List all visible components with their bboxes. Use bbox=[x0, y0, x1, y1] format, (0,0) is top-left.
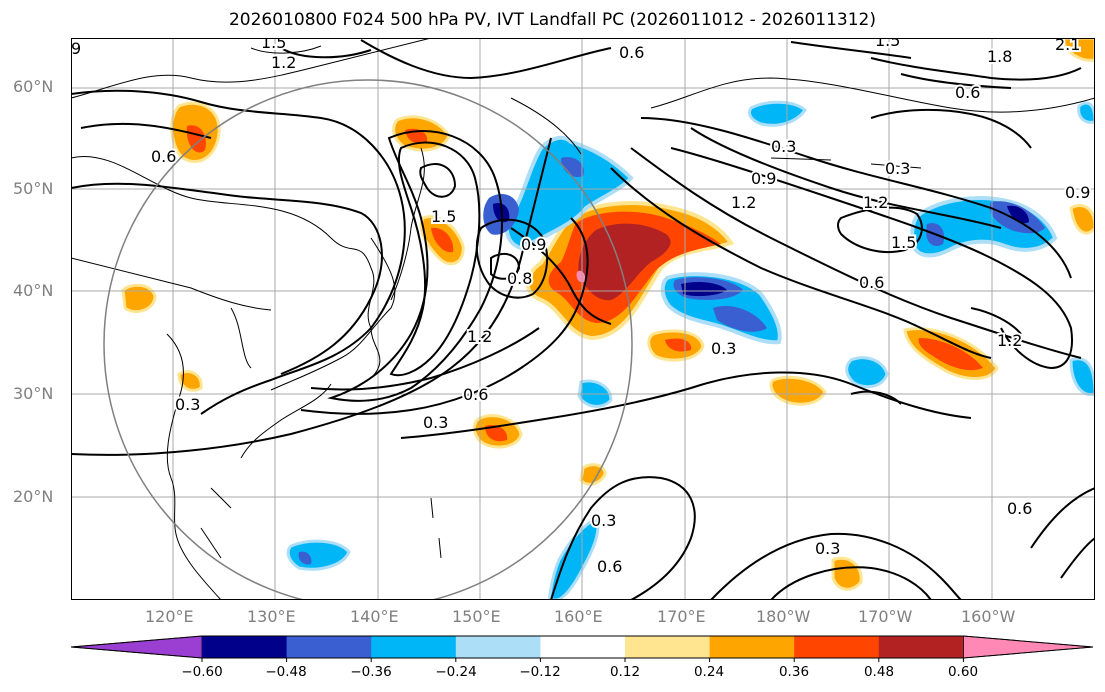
contour-label: 0.6 bbox=[151, 147, 176, 166]
colorbar-label: −0.60 bbox=[181, 664, 223, 680]
colorbar-segment bbox=[202, 636, 288, 658]
lat-label: 20°N bbox=[13, 487, 54, 506]
contour-label: 0.9 bbox=[1065, 183, 1090, 202]
shade-blob bbox=[576, 270, 586, 283]
shade-blob bbox=[547, 515, 600, 600]
shade-blob bbox=[578, 223, 671, 301]
lon-label: 140°E bbox=[350, 607, 399, 626]
colorbar-segment bbox=[625, 636, 711, 658]
shade-blob bbox=[561, 157, 584, 178]
pv-contours bbox=[71, 39, 1095, 600]
colorbar-segment bbox=[286, 636, 372, 658]
contour-label: 0.8 bbox=[507, 269, 532, 288]
distance-circle bbox=[103, 79, 633, 600]
colorbar-segment bbox=[709, 636, 795, 658]
shade-blob bbox=[1007, 205, 1029, 224]
colorbar bbox=[70, 635, 1094, 662]
colorbar-label: 0.48 bbox=[863, 664, 895, 680]
shade-blob bbox=[1069, 357, 1095, 397]
lat-label: 50°N bbox=[13, 179, 54, 198]
contour-label: 0.3 bbox=[591, 511, 616, 530]
contour-label: 1.5 bbox=[891, 233, 916, 252]
colorbar-segment bbox=[540, 636, 626, 658]
contour-label: 1.2 bbox=[271, 53, 296, 72]
contour-label: 0.3 bbox=[423, 413, 448, 432]
shade-blob bbox=[681, 282, 727, 297]
shade-blob bbox=[1069, 204, 1095, 235]
shade-blob bbox=[579, 463, 607, 486]
contour-label: 1.2 bbox=[997, 331, 1022, 350]
colorbar-label: 0.24 bbox=[693, 664, 725, 680]
colorbar-segment bbox=[878, 636, 964, 658]
contour-label: 0.6 bbox=[463, 385, 488, 404]
contour-label: 1.2 bbox=[467, 327, 492, 346]
contour-label: 1.2 bbox=[731, 193, 756, 212]
shade-blob bbox=[918, 338, 983, 371]
shade-blob bbox=[431, 227, 454, 253]
colorbar-extend-low bbox=[70, 635, 203, 659]
contour-label: 1.2 bbox=[863, 193, 888, 212]
shade-blob bbox=[831, 556, 863, 591]
lon-label: 180°W bbox=[756, 607, 811, 626]
colorbar-label: −0.12 bbox=[519, 664, 561, 680]
lon-label: 160°W bbox=[961, 607, 1016, 626]
colorbar-label: 0.60 bbox=[947, 664, 979, 680]
contour-label: 0.3 bbox=[815, 539, 840, 558]
colorbar-label: −0.24 bbox=[435, 664, 477, 680]
lon-label: 150°E bbox=[452, 607, 501, 626]
contour-label: 1.5 bbox=[875, 38, 900, 50]
shade-blob bbox=[298, 551, 312, 565]
map-title: 2026010800 F024 500 hPa PV, IVT Landfall… bbox=[228, 10, 876, 30]
shade-blob bbox=[1059, 38, 1095, 62]
contour-label: 0.6 bbox=[597, 557, 622, 576]
lon-label: 120°E bbox=[145, 607, 194, 626]
contour-label: 0.3 bbox=[711, 339, 736, 358]
contour-label-group: 1.5 1.2 0.6 1.5 2.1 1.8 0.6 0.6 0.3 0.9 … bbox=[71, 38, 1092, 578]
contour-label: 1.8 bbox=[987, 47, 1012, 66]
shade-blob bbox=[747, 100, 807, 127]
contour-label: 0.9 bbox=[521, 235, 546, 254]
lon-label: 170°E bbox=[657, 607, 706, 626]
contour-label: 0.6 bbox=[619, 43, 644, 62]
shade-blob bbox=[769, 375, 827, 406]
colorbar-label: 0.12 bbox=[609, 664, 641, 680]
lat-label: 60°N bbox=[13, 77, 54, 96]
contour-label: 2.1 bbox=[1055, 38, 1080, 54]
shade-blob bbox=[713, 306, 767, 332]
shade-blob bbox=[177, 370, 203, 392]
contour-label: 0.3 bbox=[771, 137, 796, 156]
colorbar-segment bbox=[455, 636, 541, 658]
shade-blob bbox=[845, 356, 889, 389]
colorbar-extend-high bbox=[963, 635, 1094, 659]
colorbar-label: −0.36 bbox=[350, 664, 392, 680]
contour-label: 0.3 bbox=[885, 159, 910, 178]
lon-label: 130°E bbox=[247, 607, 296, 626]
contour-label: 0.3 bbox=[175, 395, 200, 414]
colorbar-label: 0.36 bbox=[778, 664, 810, 680]
colorbar-segment bbox=[371, 636, 457, 658]
lon-label: 170°W bbox=[858, 607, 913, 626]
colorbar-label: −0.48 bbox=[265, 664, 307, 680]
colorbar-segment bbox=[794, 636, 880, 658]
lat-label: 30°N bbox=[13, 384, 54, 403]
shade-blob bbox=[186, 125, 206, 153]
contour-label: 1.5 bbox=[261, 38, 286, 52]
contour-label: 9 bbox=[71, 39, 81, 58]
shade-blob bbox=[286, 539, 351, 571]
contour-label: 1.5 bbox=[431, 207, 456, 226]
shade-blob bbox=[121, 283, 157, 313]
contour-label: 0.9 bbox=[751, 169, 776, 188]
coastlines bbox=[71, 38, 1095, 600]
lat-label: 40°N bbox=[13, 281, 54, 300]
contour-label: 0.6 bbox=[955, 83, 980, 102]
lon-label: 160°E bbox=[554, 607, 603, 626]
contour-label: 0.6 bbox=[1007, 499, 1032, 518]
contour-label: 0.6 bbox=[859, 273, 884, 292]
shade-blob bbox=[485, 424, 508, 442]
map-panel: 1.5 1.2 0.6 1.5 2.1 1.8 0.6 0.6 0.3 0.9 … bbox=[71, 38, 1095, 600]
shade-blob bbox=[1077, 101, 1095, 124]
